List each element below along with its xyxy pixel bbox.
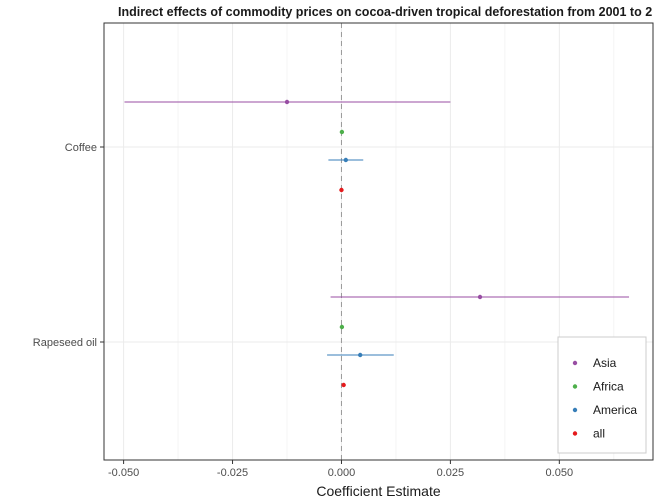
- x-axis-title: Coefficient Estimate: [316, 483, 440, 499]
- legend-key-america: [572, 407, 578, 413]
- point-america: [358, 352, 363, 358]
- legend[interactable]: Asia Africa America all: [557, 336, 647, 454]
- plot-frame: [103, 22, 654, 461]
- legend-label-all: all: [593, 427, 605, 441]
- y-axis-ticks: Coffee Rapeseed oil: [33, 142, 104, 349]
- x-tick-label: 0.000: [328, 467, 356, 479]
- x-tick-label: -0.025: [217, 467, 248, 479]
- legend-key-asia: [572, 360, 578, 366]
- x-tick-label: 0.050: [546, 467, 574, 479]
- legend-label-america: America: [593, 403, 637, 417]
- chart-marks: [124, 99, 630, 388]
- legend-label-africa: Africa: [593, 380, 624, 394]
- grid-lines: [104, 23, 653, 460]
- legend-label-asia: Asia: [593, 356, 617, 370]
- legend-key-all: [572, 431, 578, 436]
- chart-title: Indirect effects of commodity prices on …: [118, 5, 652, 19]
- point-africa: [339, 129, 345, 135]
- point-all: [341, 382, 346, 388]
- legend-key-africa: [572, 384, 578, 389]
- x-axis-ticks: -0.050 -0.025 0.000 0.025 0.050: [108, 460, 573, 479]
- y-tick-label: Rapeseed oil: [33, 337, 97, 349]
- x-tick-label: 0.025: [437, 467, 465, 479]
- point-america: [343, 157, 349, 163]
- point-all: [339, 187, 344, 193]
- x-tick-label: -0.050: [108, 467, 139, 479]
- point-asia: [477, 294, 483, 300]
- legend-box: [557, 336, 647, 454]
- point-africa: [339, 324, 345, 330]
- y-tick-label: Coffee: [65, 142, 97, 154]
- point-asia: [284, 99, 290, 105]
